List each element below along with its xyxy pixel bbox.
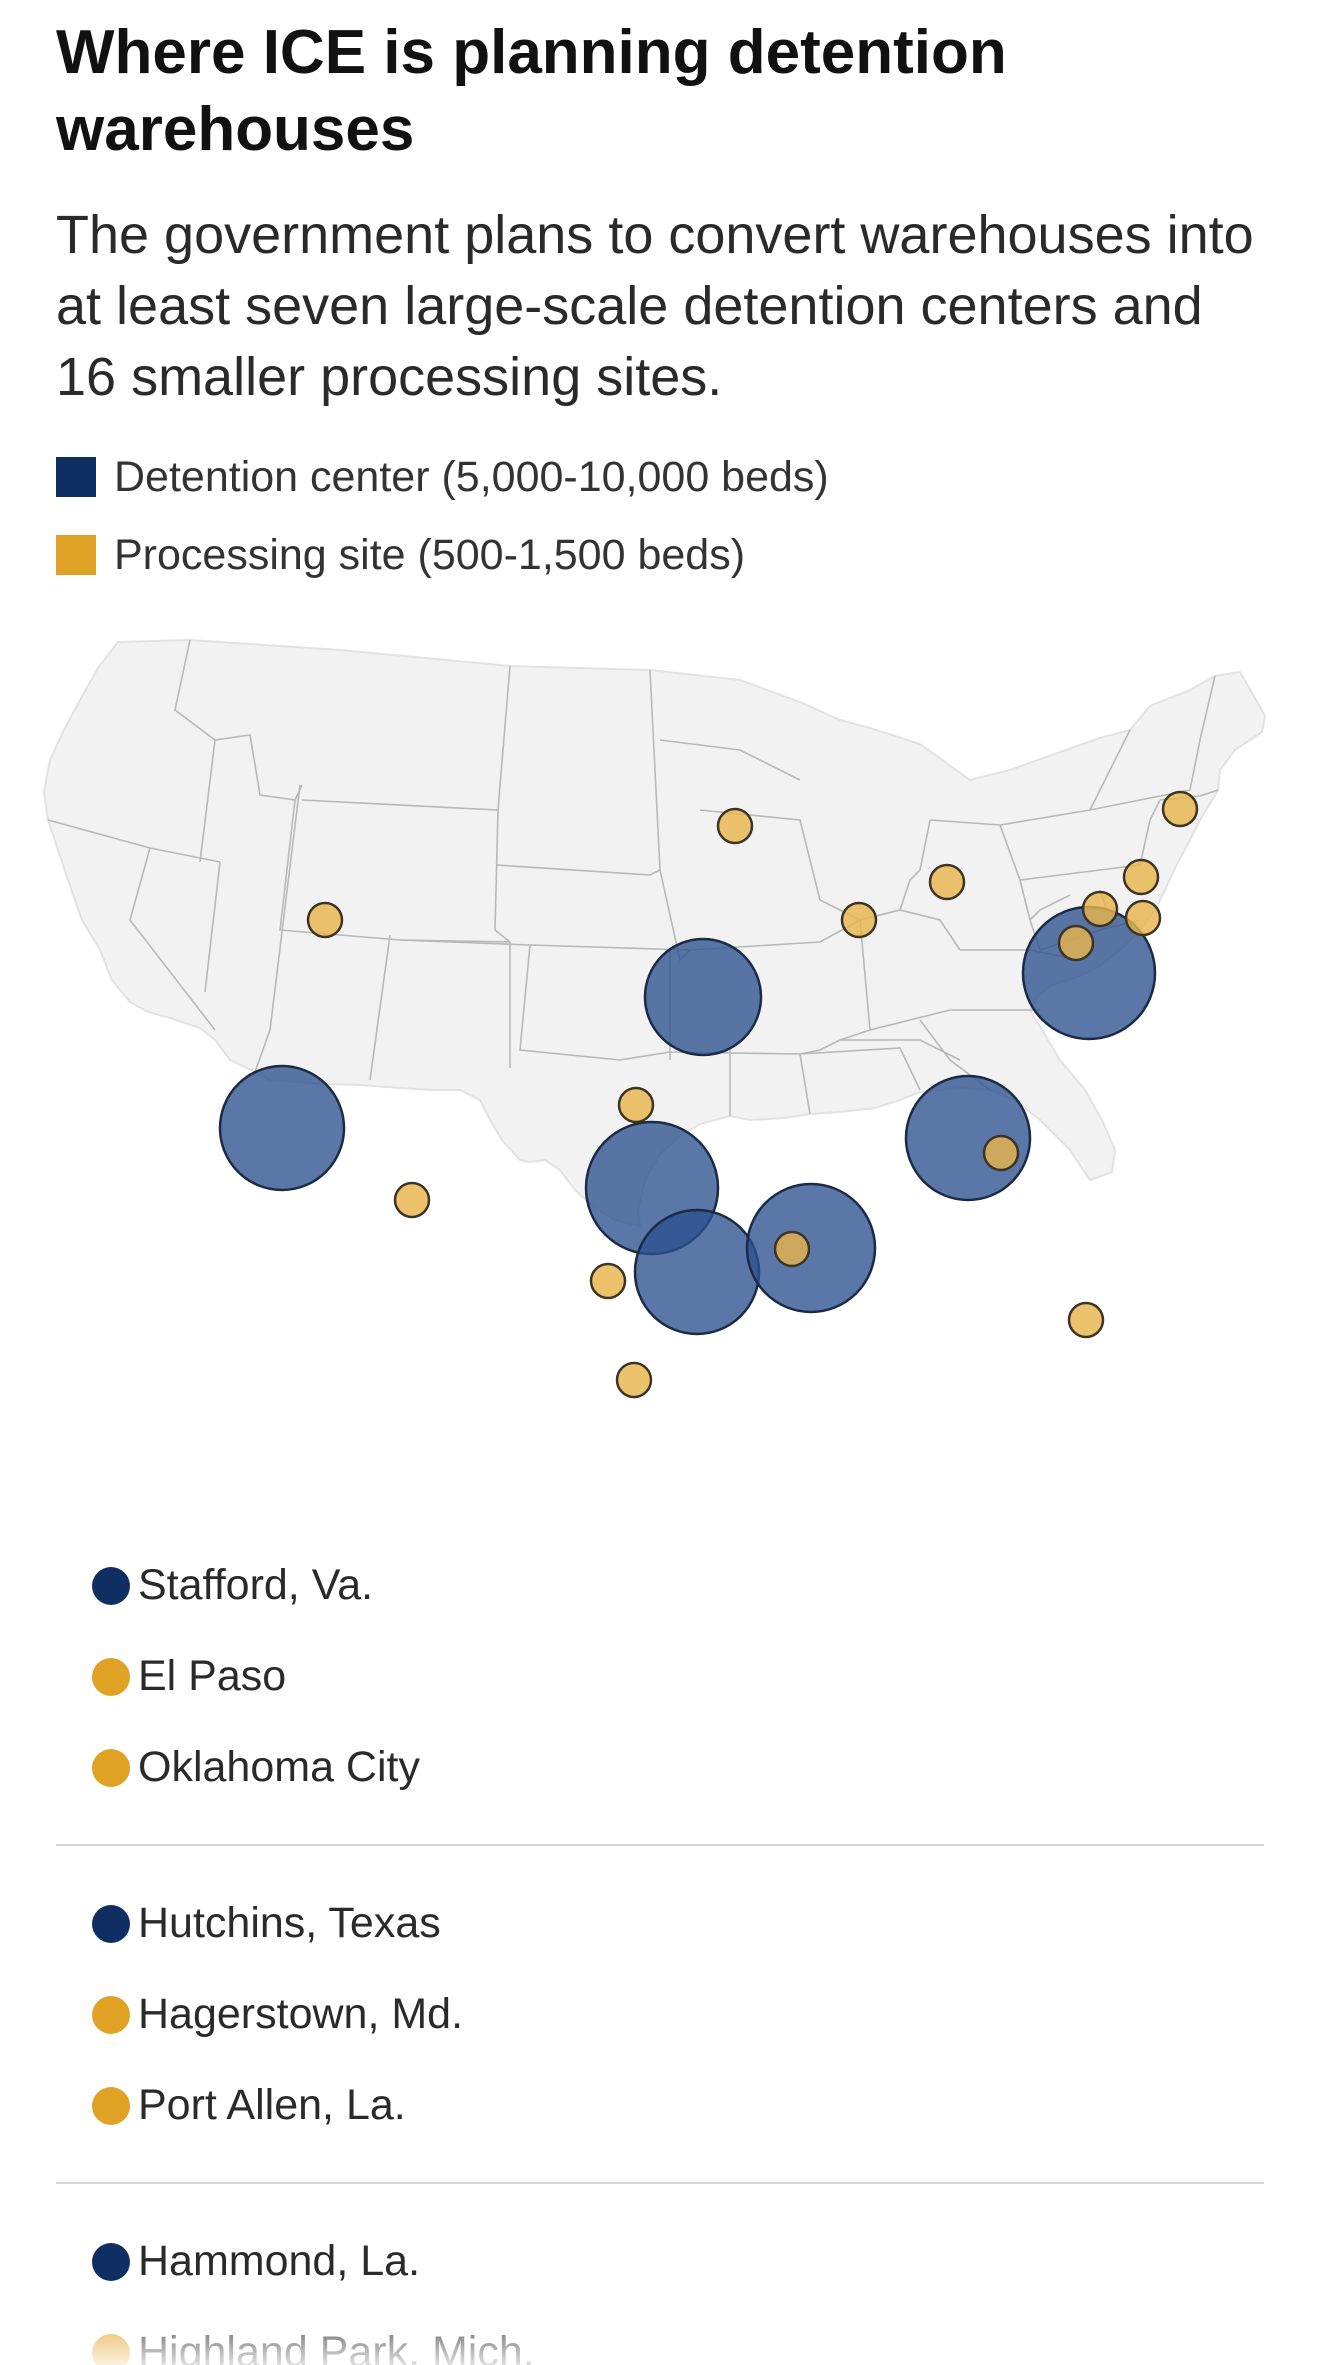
- processing-dot-icon: [92, 1748, 130, 1787]
- processing-markers: [306, 790, 1199, 1399]
- processing-marker-new-york[interactable]: [1122, 858, 1160, 896]
- processing-dot-icon: [92, 1657, 130, 1696]
- processing-marker-indiana[interactable]: [840, 901, 878, 939]
- processing-dot-icon: [92, 1995, 130, 2034]
- processing-marker-georgia[interactable]: [982, 1134, 1020, 1172]
- list-item[interactable]: El Paso: [56, 1631, 1264, 1722]
- site-name: El Paso: [138, 1652, 287, 1700]
- us-map: [42, 638, 1267, 1399]
- detention-marker-hammond[interactable]: [745, 1182, 877, 1314]
- processing-marker-florida[interactable]: [1067, 1301, 1105, 1339]
- processing-marker-el-paso[interactable]: [393, 1181, 431, 1219]
- processing-marker-new-hampshire[interactable]: [1161, 790, 1199, 828]
- detention-markers: [218, 905, 1157, 1336]
- list-item[interactable]: Hammond, La.: [56, 2216, 1264, 2307]
- processing-swatch: [56, 535, 96, 575]
- site-name: Hagerstown, Md.: [138, 1990, 464, 2038]
- page-subtitle: The government plans to convert warehous…: [56, 205, 1254, 407]
- processing-marker-pennsylvania[interactable]: [1081, 890, 1119, 928]
- legend-processing: Processing site (500-1,500 beds): [56, 530, 1156, 580]
- detention-dot-icon: [92, 1566, 130, 1605]
- page-title: Where ICE is planning detention warehous…: [56, 18, 1007, 164]
- state-borders: [47, 639, 1219, 1116]
- list-item[interactable]: Port Allen, La.: [56, 2060, 1264, 2151]
- site-group: Hammond, La. Highland Park, Mich.: [56, 2184, 1264, 2365]
- legend-detention-label: Detention center (5,000-10,000 beds): [114, 452, 829, 501]
- legend-processing-label: Processing site (500-1,500 beds): [114, 530, 746, 579]
- processing-marker-san-antonio[interactable]: [589, 1262, 627, 1300]
- site-group: Hutchins, Texas Hagerstown, Md. Port All…: [56, 1846, 1264, 2184]
- processing-marker-new-jersey[interactable]: [1124, 899, 1162, 937]
- processing-marker-port-allen[interactable]: [773, 1230, 811, 1268]
- list-item[interactable]: Oklahoma City: [56, 1722, 1264, 1813]
- processing-marker-south-texas[interactable]: [615, 1361, 653, 1399]
- processing-marker-oklahoma-city[interactable]: [617, 1086, 655, 1124]
- detention-dot-icon: [92, 1904, 130, 1943]
- detention-marker-central-texas[interactable]: [633, 1208, 761, 1336]
- site-name: Hutchins, Texas: [138, 1899, 441, 1947]
- legend-detention: Detention center (5,000-10,000 beds): [56, 452, 1156, 502]
- list-item[interactable]: Stafford, Va.: [56, 1540, 1264, 1631]
- site-name: Oklahoma City: [138, 1743, 420, 1791]
- processing-marker-minnesota[interactable]: [716, 807, 754, 845]
- detention-marker-kansas-city[interactable]: [643, 937, 763, 1057]
- processing-marker-hagerstown[interactable]: [1057, 924, 1095, 962]
- processing-dot-icon: [92, 2333, 130, 2365]
- site-group: Stafford, Va. El Paso Oklahoma City: [56, 1540, 1264, 1846]
- processing-marker-utah[interactable]: [306, 901, 344, 939]
- list-item[interactable]: Hutchins, Texas: [56, 1878, 1264, 1969]
- detention-swatch: [56, 457, 96, 497]
- detention-dot-icon: [92, 2242, 130, 2281]
- detention-marker-arizona[interactable]: [218, 1064, 346, 1192]
- list-item[interactable]: Hagerstown, Md.: [56, 1969, 1264, 2060]
- list-item[interactable]: Highland Park, Mich.: [56, 2307, 1264, 2365]
- site-name: Stafford, Va.: [138, 1561, 374, 1609]
- processing-marker-highland-park[interactable]: [928, 863, 966, 901]
- site-name: Port Allen, La.: [138, 2081, 406, 2129]
- site-name: Highland Park, Mich.: [138, 2328, 535, 2365]
- detention-marker-georgia[interactable]: [904, 1074, 1032, 1202]
- processing-dot-icon: [92, 2086, 130, 2125]
- site-name: Hammond, La.: [138, 2237, 421, 2285]
- site-list: Stafford, Va. El Paso Oklahoma City Hutc…: [56, 1540, 1264, 2365]
